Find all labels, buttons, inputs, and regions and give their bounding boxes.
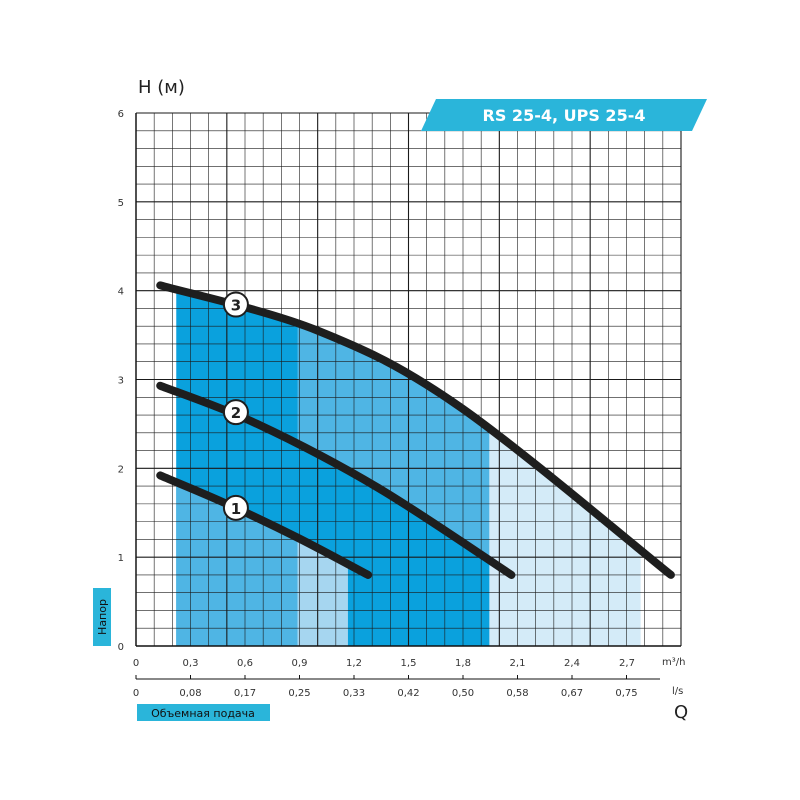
chart-title: RS 25-4, UPS 25-4 — [483, 106, 646, 125]
x2-tick-label: 0,58 — [506, 688, 528, 699]
curve-3-label: 3 — [231, 297, 241, 315]
x2-unit-ls: l/s — [672, 686, 683, 697]
x-tick-label: 1,5 — [401, 658, 417, 669]
x-tick-label: 2,4 — [564, 658, 580, 669]
x-tick-label: 0,9 — [292, 658, 308, 669]
x-tick-label: 2,7 — [619, 658, 635, 669]
curve-2-marker — [222, 399, 249, 426]
x2-tick-label: 0,17 — [234, 688, 256, 699]
x-unit-m3h: m³/h — [662, 657, 685, 668]
xlabel: Объемная подача — [151, 707, 255, 720]
curve-1 — [156, 471, 373, 579]
x-tick-label: 0,3 — [183, 658, 199, 669]
y-tick-label: 1 — [118, 553, 124, 564]
x2-tick-label: 0,42 — [397, 688, 419, 699]
y-tick-label: 0 — [118, 642, 124, 653]
x-tick-label: 1,8 — [455, 658, 471, 669]
x2-tick-label: 0,75 — [615, 688, 637, 699]
curve-2 — [156, 381, 516, 579]
curve-1-label: 1 — [231, 500, 241, 518]
curves: 1 2 3 — [156, 281, 675, 579]
x-tick-label: 0,6 — [237, 658, 253, 669]
curve-3-marker — [222, 291, 249, 318]
x2-tick-label: 0,50 — [452, 688, 474, 699]
x-tick-label: 2,1 — [510, 658, 526, 669]
x2-tick-label: 0,67 — [561, 688, 583, 699]
title-banner — [421, 99, 707, 131]
y-tick-label: 4 — [118, 287, 124, 298]
ylabel: Напор — [96, 599, 109, 635]
y-unit-label: H (м) — [138, 77, 185, 98]
y-tick-label: 6 — [118, 109, 124, 120]
curve-2-label: 2 — [231, 404, 241, 422]
x2-tick-label: 0,08 — [179, 688, 201, 699]
curve-1-marker — [222, 494, 249, 521]
x-tick-label: 1,2 — [346, 658, 362, 669]
x-unit-label: Q — [674, 702, 688, 723]
x2-tick-label: 0,33 — [343, 688, 365, 699]
y-tick-label: 5 — [118, 198, 124, 209]
x2-tick-label: 0,25 — [288, 688, 310, 699]
y-tick-label: 3 — [118, 376, 124, 387]
x-tick-label: 0 — [133, 658, 139, 669]
y-tick-label: 2 — [118, 464, 124, 475]
ylabel-box — [93, 588, 111, 646]
x2-tick-label: 0 — [133, 688, 139, 699]
tick-labels: 0 1 2 3 4 5 6 0 0,3 0,6 0,9 1,2 1,5 1,8 2,1 2,4 2,7 0 0,08… — [118, 109, 638, 699]
xlabel-box — [137, 704, 270, 721]
